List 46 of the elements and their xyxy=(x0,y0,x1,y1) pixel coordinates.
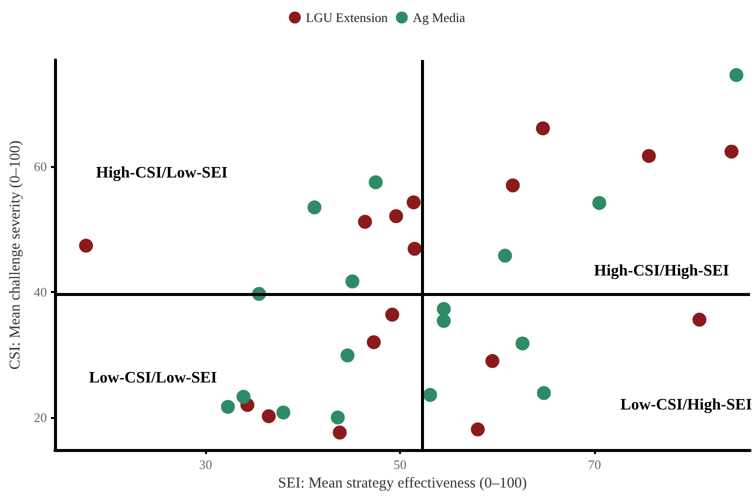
y-tick-label: 20 xyxy=(34,410,47,425)
point xyxy=(276,405,290,420)
point xyxy=(389,209,404,224)
point xyxy=(536,121,550,136)
point xyxy=(340,348,355,362)
point xyxy=(345,274,360,288)
x-tick-label: 30 xyxy=(199,457,212,472)
annotation: High-CSI/Low-SEI xyxy=(96,164,228,182)
point xyxy=(485,354,500,368)
point xyxy=(79,238,94,253)
point xyxy=(592,196,606,210)
point xyxy=(330,410,345,424)
point xyxy=(436,314,451,328)
point xyxy=(368,175,383,190)
point xyxy=(385,308,400,322)
point xyxy=(358,214,372,229)
point xyxy=(366,335,381,350)
point xyxy=(436,302,451,316)
point xyxy=(724,144,739,159)
point xyxy=(692,312,706,327)
point xyxy=(408,242,422,256)
point xyxy=(262,409,276,424)
y-axis-title: CSI: Mean challenge severity (0–100) xyxy=(8,140,24,370)
point xyxy=(332,426,347,440)
point xyxy=(642,148,656,163)
x-axis-title: SEI: Mean strategy effectiveness (0–100) xyxy=(278,476,527,492)
point xyxy=(220,400,235,414)
point xyxy=(307,200,322,214)
annotation: Low-CSI/High-SEI xyxy=(620,396,752,414)
point xyxy=(536,386,551,400)
point xyxy=(516,336,530,350)
annotation: High-CSI/High-SEI xyxy=(594,262,730,280)
annotation: Low-CSI/Low-SEI xyxy=(89,370,218,386)
y-tick-label: 40 xyxy=(34,284,47,300)
x-tick-label: 50 xyxy=(394,457,407,472)
point xyxy=(423,388,438,402)
point xyxy=(498,248,512,263)
point xyxy=(406,195,421,210)
legend-label: Ag Media xyxy=(412,10,466,25)
point xyxy=(470,422,485,436)
x-tick-label: 70 xyxy=(588,457,601,472)
y-tick-label: 60 xyxy=(34,159,47,174)
point xyxy=(236,390,250,404)
legend-label: LGU Extension xyxy=(306,10,388,25)
point xyxy=(506,178,520,192)
point xyxy=(729,68,744,82)
